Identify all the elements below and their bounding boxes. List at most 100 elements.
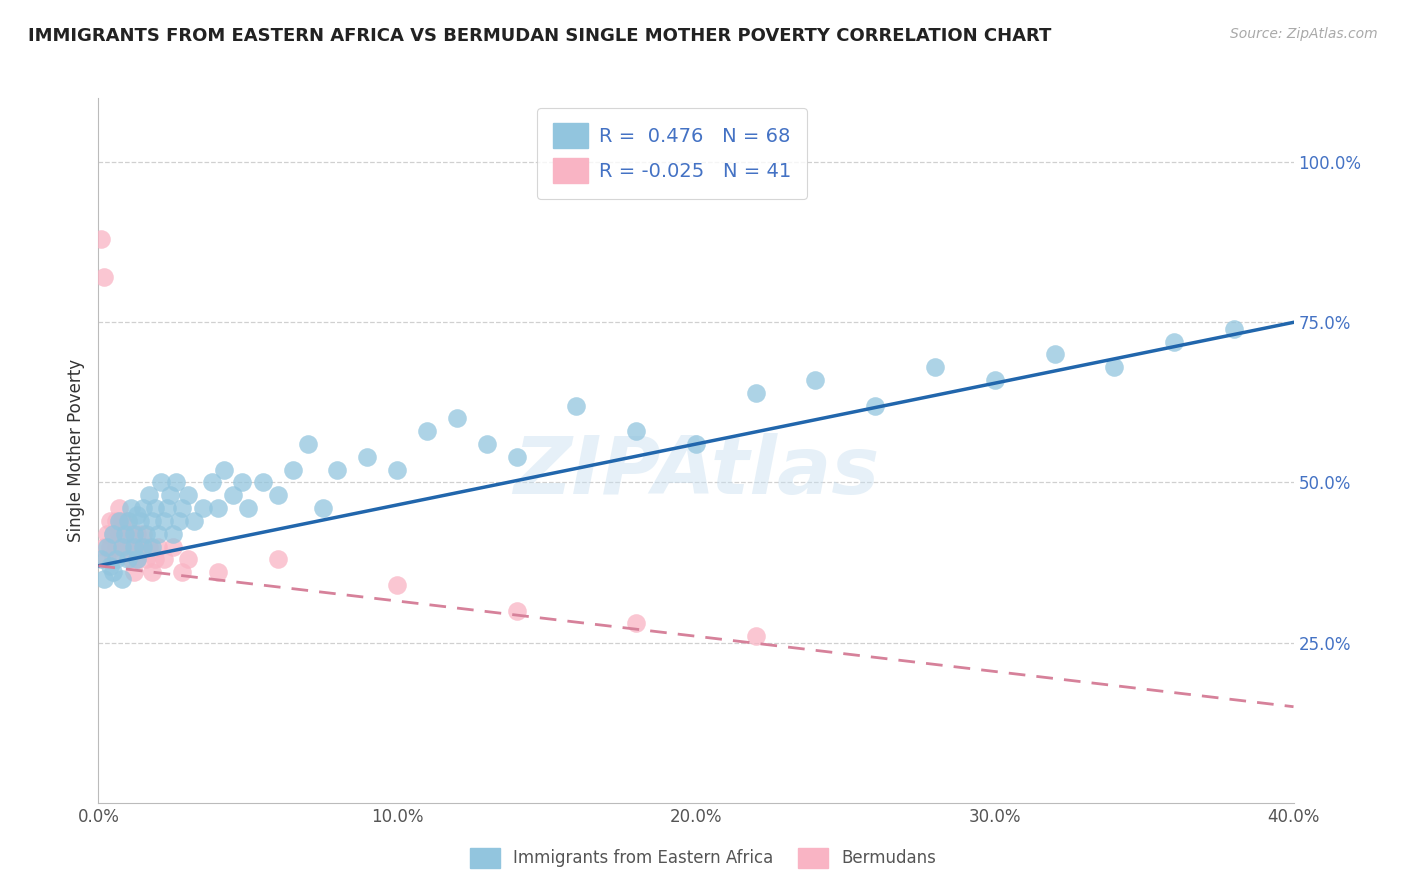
Point (804, 373, 827, 387)
Point (103, 565, 125, 579)
Point (141, 565, 163, 579)
Point (207, 501, 229, 516)
Point (475, 437, 498, 451)
Point (111, 572, 134, 586)
Point (172, 501, 194, 516)
Point (98, 558, 122, 573)
Point (96, 540, 118, 554)
Y-axis label: Single Mother Poverty: Single Mother Poverty (66, 359, 84, 542)
Point (1043, 347, 1066, 361)
Point (132, 540, 155, 554)
Point (156, 501, 179, 516)
Text: IMMIGRANTS FROM EASTERN AFRICA VS BERMUDAN SINGLE MOTHER POVERTY CORRELATION CHA: IMMIGRANTS FROM EASTERN AFRICA VS BERMUD… (28, 27, 1052, 45)
Point (117, 514, 139, 528)
Point (385, 463, 409, 477)
Point (212, 463, 235, 477)
Point (565, 399, 588, 413)
Point (159, 488, 181, 502)
Point (201, 475, 224, 490)
Point (745, 629, 768, 643)
Point (177, 552, 200, 566)
Point (103, 526, 125, 541)
Point (172, 565, 194, 579)
Point (111, 540, 134, 554)
Point (120, 526, 142, 541)
Point (129, 514, 152, 528)
Point (132, 526, 155, 541)
Point (162, 526, 184, 541)
Point (924, 360, 946, 375)
Point (446, 411, 468, 425)
Point (207, 565, 229, 579)
Point (105, 540, 128, 554)
Point (141, 540, 163, 554)
Point (120, 552, 142, 566)
Point (626, 616, 648, 631)
Point (311, 501, 333, 516)
Point (506, 604, 529, 618)
Point (135, 526, 157, 541)
Point (148, 540, 170, 554)
Legend: R =  0.476   N = 68, R = -0.025   N = 41: R = 0.476 N = 68, R = -0.025 N = 41 (537, 108, 807, 199)
Point (138, 540, 160, 554)
Point (135, 552, 157, 566)
Point (138, 488, 160, 502)
Point (124, 565, 146, 579)
Point (626, 424, 648, 438)
Point (267, 552, 290, 566)
Point (143, 552, 166, 566)
Point (236, 501, 259, 516)
Point (117, 514, 139, 528)
Point (865, 399, 887, 413)
Point (281, 463, 304, 477)
Point (124, 540, 146, 554)
Point (127, 526, 149, 541)
Point (745, 385, 768, 400)
Point (1163, 334, 1185, 349)
Point (105, 514, 128, 528)
Point (98, 540, 122, 554)
Point (141, 514, 163, 528)
Point (108, 514, 131, 528)
Point (103, 552, 125, 566)
Point (111, 514, 134, 528)
Text: Source: ZipAtlas.com: Source: ZipAtlas.com (1230, 27, 1378, 41)
Point (191, 501, 214, 516)
Point (96, 526, 118, 541)
Point (1104, 360, 1126, 375)
Point (90, 232, 112, 246)
Point (162, 540, 184, 554)
Point (267, 488, 290, 502)
Point (148, 526, 170, 541)
Point (114, 526, 136, 541)
Point (685, 437, 707, 451)
Point (124, 540, 146, 554)
Point (326, 463, 349, 477)
Point (506, 450, 529, 464)
Point (167, 514, 190, 528)
Point (183, 514, 205, 528)
Point (108, 526, 131, 541)
Point (416, 424, 439, 438)
Point (984, 373, 1007, 387)
Point (385, 578, 409, 592)
Point (222, 488, 245, 502)
Point (105, 552, 128, 566)
Legend: Immigrants from Eastern Africa, Bermudans: Immigrants from Eastern Africa, Bermudan… (463, 841, 943, 875)
Point (127, 508, 149, 522)
Point (90, 552, 112, 566)
Text: ZIPAtlas: ZIPAtlas (513, 433, 879, 510)
Point (117, 540, 139, 554)
Point (153, 514, 176, 528)
Point (117, 552, 139, 566)
Point (111, 540, 134, 554)
Point (120, 501, 142, 516)
Point (153, 552, 176, 566)
Point (1223, 322, 1246, 336)
Point (98, 514, 122, 528)
Point (129, 540, 152, 554)
Point (177, 488, 200, 502)
Point (356, 450, 378, 464)
Point (93, 540, 115, 554)
Point (297, 437, 319, 451)
